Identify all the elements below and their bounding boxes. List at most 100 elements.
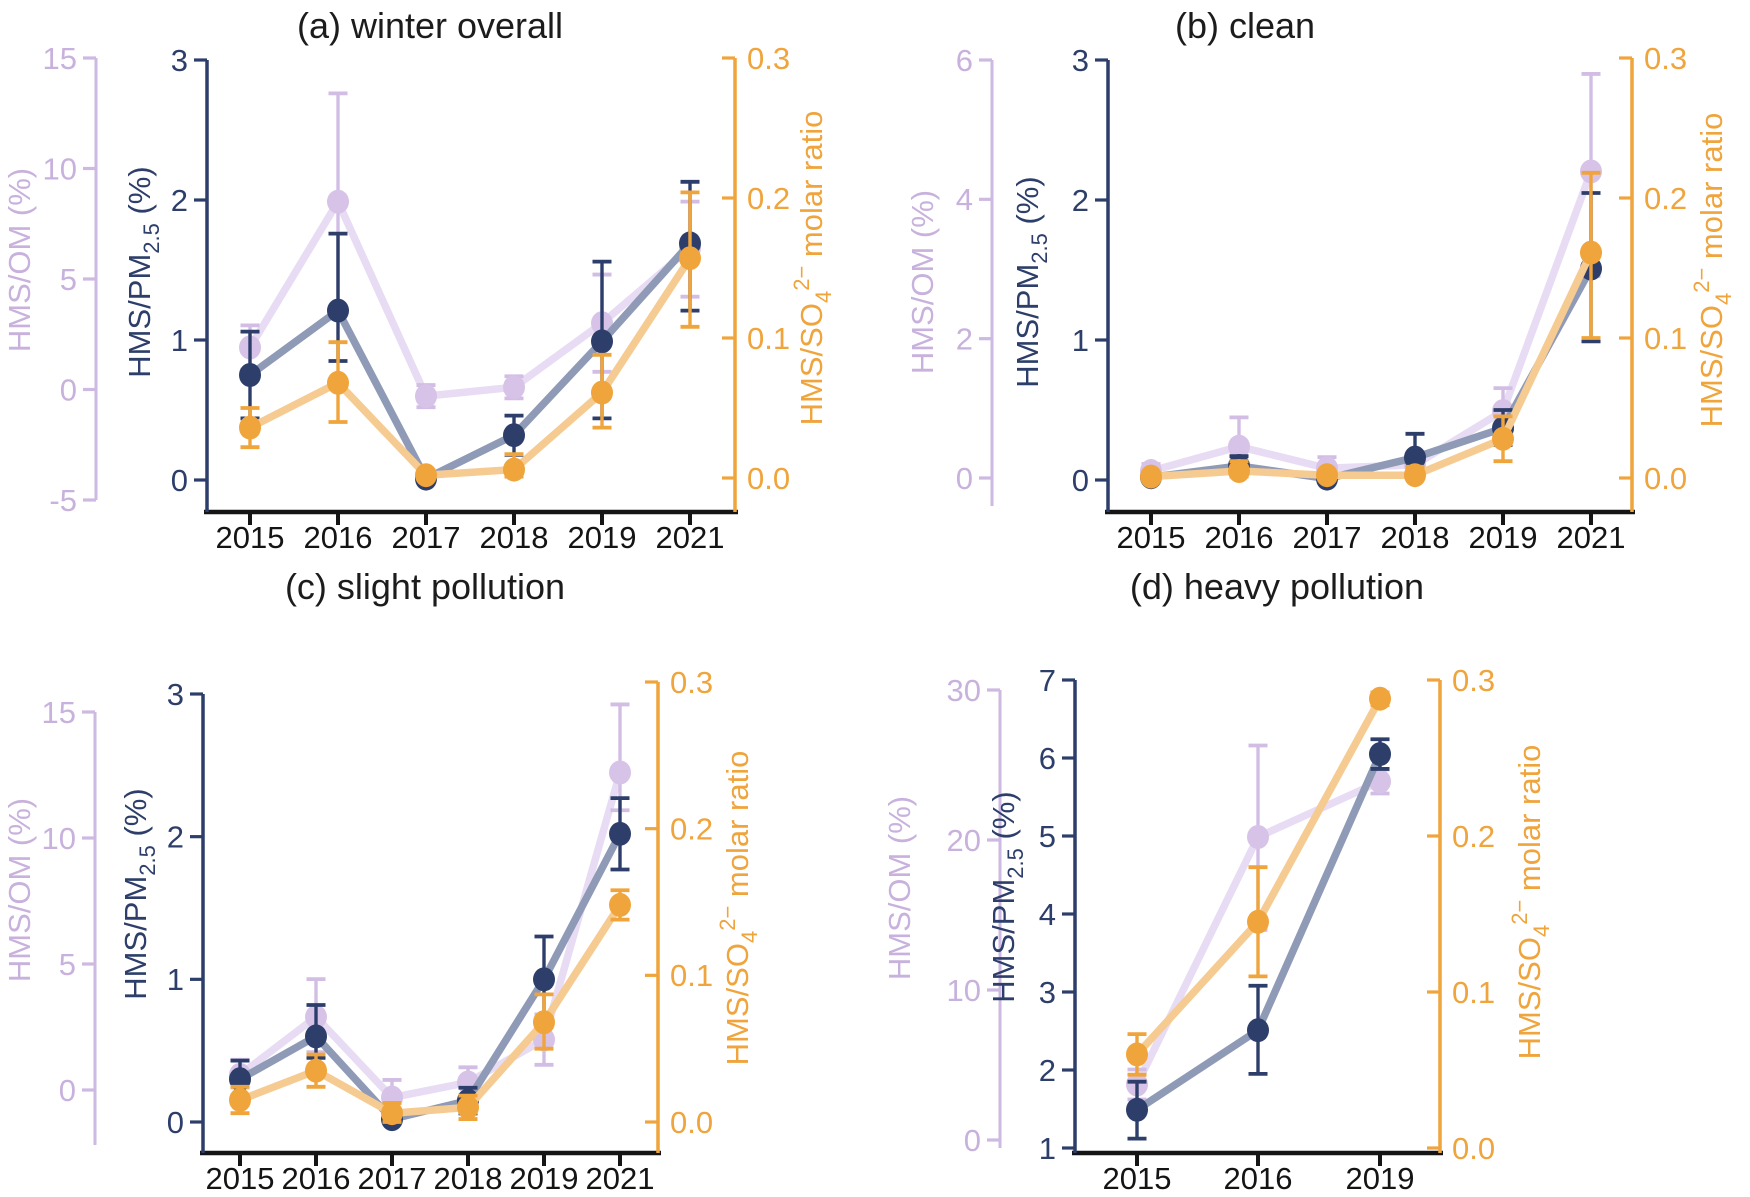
tick-label-so4: 0.0: [747, 461, 790, 496]
tick-label-so4: 0.0: [1452, 1131, 1495, 1166]
axis-title-sub: 2.5: [1027, 233, 1052, 264]
axis-title-sub: 2.5: [1003, 848, 1028, 879]
x-tick-label: 2021: [656, 520, 725, 555]
axis-title-text: molar ratio: [794, 111, 829, 266]
x-tick-label: 2017: [1293, 520, 1362, 555]
axis-title-sub: 4: [737, 931, 762, 943]
series-line-so4: [236, 901, 624, 1117]
x-tick-label: 2019: [510, 1161, 579, 1196]
marker-so4: [381, 1101, 403, 1126]
axis-title-text: (%): [986, 791, 1021, 848]
x-tick-label: 2018: [434, 1161, 503, 1196]
x-tick-label: 2016: [282, 1161, 351, 1196]
tick-label-om: 4: [956, 182, 973, 217]
axis-title-text: HMS/OM (%): [905, 190, 940, 374]
tick-label-so4: 0.0: [670, 1105, 713, 1140]
marker-om: [1247, 825, 1269, 849]
axis-title-text: HMS/PM: [986, 879, 1021, 1003]
tick-label-om: 0: [60, 372, 77, 407]
axis-title-text: (%): [122, 166, 157, 223]
axis-title-om: HMS/OM (%): [2, 168, 37, 352]
marker-om: [327, 189, 349, 214]
axis-title-pm: HMS/PM2.5 (%): [986, 791, 1028, 1002]
tick-label-om: 0: [956, 461, 973, 496]
tick-label-pm: 2: [1039, 1053, 1056, 1088]
marker-om: [415, 384, 437, 409]
tick-label-pm: 1: [1072, 323, 1089, 358]
panel-b-plot: 2015 2016 2017 2018 2019 2021 6 4 2 0 HMS/OM (%) 3 2…: [905, 41, 1736, 555]
x-tick-label: 2016: [1205, 520, 1274, 555]
tick-label-so4: 0.2: [1644, 181, 1687, 216]
series-line-om: [246, 197, 694, 400]
tick-label-pm: 3: [1039, 975, 1056, 1010]
x-tick-label: 2016: [304, 520, 373, 555]
tick-label-om: 10: [43, 151, 77, 186]
tick-label-pm: 4: [1039, 897, 1056, 932]
tick-label-pm: 1: [167, 962, 184, 997]
x-tick-label: 2019: [568, 520, 637, 555]
axis-title-text: HMS/SO: [1694, 305, 1729, 427]
tick-label-pm: 6: [1039, 741, 1056, 776]
marker-so4: [679, 246, 701, 271]
tick-label-pm: 3: [167, 677, 184, 712]
tick-label-pm: 3: [171, 43, 188, 78]
marker-so4: [1140, 464, 1162, 489]
axis-title-sup: 2−: [1507, 900, 1532, 925]
tick-label-pm: 3: [1072, 43, 1089, 78]
axis-title-text: HMS/OM (%): [882, 796, 917, 980]
axis-title-om: HMS/OM (%): [905, 190, 940, 374]
marker-om: [1228, 434, 1250, 459]
series-line-om: [1147, 167, 1595, 475]
x-tick-label: 2015: [206, 1161, 275, 1196]
x-tick-label: 2017: [392, 520, 461, 555]
marker-so4: [1316, 463, 1338, 488]
axis-title-pm: HMS/PM2.5 (%): [118, 788, 160, 999]
marker-pm: [239, 363, 261, 387]
marker-so4: [457, 1095, 479, 1120]
tick-label-om: 5: [60, 262, 77, 297]
marker-so4: [1492, 426, 1514, 451]
marker-om: [503, 375, 525, 400]
axis-title-sub: 2.5: [135, 845, 160, 876]
tick-label-pm: 7: [1039, 663, 1056, 698]
marker-so4: [305, 1058, 327, 1083]
x-tick-label: 2018: [1381, 520, 1450, 555]
tick-label-so4: 0.3: [670, 665, 713, 700]
tick-label-om: 30: [947, 673, 981, 708]
tick-label-pm: 1: [1039, 1131, 1056, 1166]
series-line-so4: [246, 254, 694, 479]
x-tick-label: 2015: [1103, 1161, 1172, 1196]
marker-so4: [1126, 1042, 1148, 1067]
x-tick-label: 2017: [358, 1161, 427, 1196]
x-tick-label: 2015: [216, 520, 285, 555]
tick-label-pm: 0: [171, 463, 188, 498]
marker-so4: [239, 415, 261, 440]
axis-title-text: HMS/PM: [1010, 264, 1045, 388]
x-tick-label: 2016: [1224, 1161, 1293, 1196]
axis-title-text: HMS/OM (%): [2, 168, 37, 352]
axis-title-text: HMS/SO: [1512, 937, 1547, 1059]
marker-pm: [533, 967, 555, 992]
tick-label-om: -5: [49, 483, 77, 518]
tick-label-pm: 2: [1072, 183, 1089, 218]
tick-label-so4: 0.1: [747, 321, 790, 356]
x-tick-label: 2018: [480, 520, 549, 555]
panel-d-title: (d) heavy pollution: [1130, 566, 1424, 607]
axis-title-text: HMS/SO: [794, 303, 829, 425]
axis-title-om: HMS/OM (%): [882, 796, 917, 980]
panel-b-clean: (b) clean 2015 2016 2017 2018 2019 2021 6 4 2 0 HM…: [905, 5, 1736, 555]
x-tick-label: 2021: [1557, 520, 1626, 555]
axis-title-sup: 2−: [1689, 268, 1714, 293]
tick-label-pm: 2: [167, 820, 184, 855]
tick-label-om: 5: [59, 947, 76, 982]
x-tick-label: 2019: [1469, 520, 1538, 555]
axis-title-text: HMS/PM: [118, 876, 153, 1000]
panel-a-title: (a) winter overall: [297, 5, 563, 46]
tick-label-om: 6: [956, 43, 973, 78]
axis-title-text: HMS/PM: [122, 254, 157, 378]
panel-d-heavy-pollution: (d) heavy pollution 2015 2016 2019 30 20 10 0 H…: [882, 566, 1554, 1196]
axis-title-text: molar ratio: [1694, 113, 1729, 268]
marker-pm: [1126, 1097, 1148, 1122]
